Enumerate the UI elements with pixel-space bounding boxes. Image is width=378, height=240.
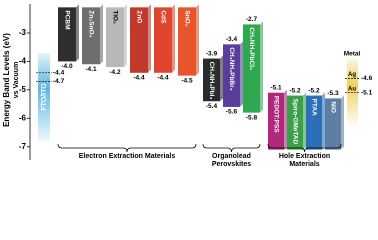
metal-name: Metal (344, 50, 361, 57)
bar-value-label: -5.4 (206, 103, 218, 110)
bar-side (172, 4, 175, 73)
bar-side (124, 4, 127, 68)
chart: Energy Band Levels (eV) vs Vacuum -3 -4 -5… (2, 4, 373, 160)
bar-name: CH₃NH₃PbBr₃ (228, 47, 235, 90)
bar (287, 95, 303, 150)
bar-name: PEDOT:PSS (272, 96, 279, 134)
page: Energy Band Levels (eV) vs Vacuum -3 -4 -5… (2, 4, 373, 168)
group-label: Hole Extraction Materials (278, 153, 331, 168)
y-axis-title: Energy Band Levels (eV) (2, 33, 11, 127)
bar-side (148, 4, 151, 73)
bar (306, 95, 322, 150)
electrode-level-label: -4.7 (53, 78, 65, 85)
metal-bar (347, 58, 358, 125)
bar (223, 44, 240, 107)
bar-side (76, 4, 79, 62)
bar-value-label: -4.1 (85, 66, 97, 73)
bar-side (284, 89, 287, 150)
bar-side (322, 92, 325, 150)
metal-level-name: Au (348, 86, 356, 92)
group-brace (267, 143, 342, 153)
bar (268, 92, 284, 150)
y-tick-label: -7 (19, 142, 27, 151)
metal-level-label: -4.6 (361, 75, 373, 82)
bar-name: CdS (159, 10, 166, 24)
bar-value-label: -5.8 (246, 114, 258, 121)
bar-side (100, 4, 103, 65)
y-tick-label: -5 (19, 85, 27, 94)
bar-value-label: -4.5 (181, 77, 193, 84)
bar (178, 7, 196, 76)
bar-name: ZnO (135, 10, 142, 23)
y-tick-label: -3 (19, 28, 27, 37)
electrode-bar (38, 52, 50, 142)
bar (154, 7, 172, 73)
bar-name: PTAA (310, 99, 317, 117)
bar-value-label: -4.4 (157, 75, 169, 82)
bar-name: NiO (329, 101, 336, 113)
bar-value-label: -4.2 (109, 69, 121, 76)
bar-name: Zn₂SnO₄ (87, 10, 94, 37)
bar (243, 24, 260, 113)
bar (82, 7, 100, 65)
bar-value-label: -5.6 (226, 109, 238, 116)
bar (106, 7, 124, 68)
bar (58, 7, 76, 62)
bar-side (240, 41, 243, 107)
bar-value-label: -3.4 (226, 36, 238, 43)
metal-level-label: -5.1 (361, 89, 373, 96)
bar-side (260, 21, 263, 113)
y-tick-label: -6 (19, 113, 27, 122)
y-tick-label: -4 (19, 57, 27, 66)
bar-value-label: -2.7 (246, 16, 258, 23)
bar-name: SnO₂ (183, 10, 190, 26)
bar-name: Spiro-OMeTAD (291, 99, 298, 145)
bar-value-label: -4.0 (61, 63, 73, 70)
bar (203, 58, 220, 102)
group-label: Electron Extraction Materials (78, 153, 176, 160)
group-brace (202, 143, 261, 153)
bar-name: TiO₂ (111, 10, 118, 24)
y-axis-subtitle: vs Vacuum (13, 62, 20, 99)
bar (130, 7, 148, 73)
bar-value-label: -5.3 (327, 90, 339, 97)
bar-value-label: -5.2 (308, 87, 320, 94)
metal-level-name: Ag (348, 72, 356, 78)
bar-side (341, 95, 344, 150)
bar (325, 98, 341, 150)
bar-side (303, 92, 306, 150)
bar-value-label: -4.4 (133, 75, 145, 82)
electrode-name: FTO/ITO (41, 83, 48, 111)
electrode-level-label: -4.4 (53, 70, 65, 77)
bar-name: PCBM (63, 10, 70, 29)
bar-name: CH₃NH₃PbI₃ (208, 62, 215, 100)
bar-side (196, 4, 199, 76)
bar-side (220, 55, 223, 102)
bar-value-label: -5.2 (289, 87, 301, 94)
bar-value-label: -5.1 (270, 84, 282, 91)
bar-name: CH₃NH₃PbCl₃ (248, 27, 255, 70)
group-label: Organolead Perovskites (211, 153, 252, 168)
bar-value-label: -3.9 (206, 50, 218, 57)
group-brace (57, 143, 197, 153)
